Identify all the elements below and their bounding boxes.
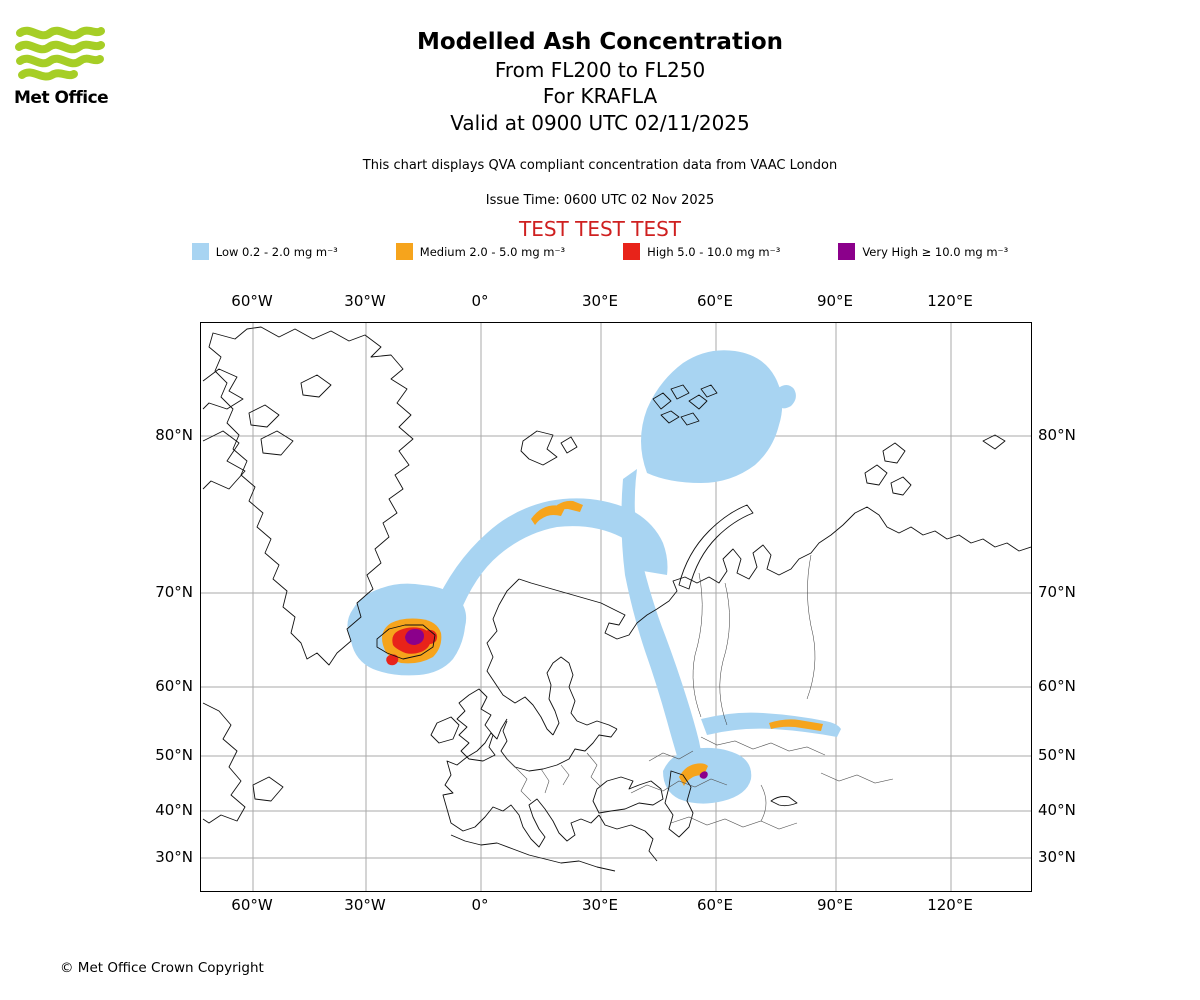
low-label: Low 0.2 - 2.0 mg m⁻³ xyxy=(215,244,338,259)
ash-very-high-iceland xyxy=(405,629,424,645)
svalbard-coast xyxy=(520,430,578,466)
x-tick-bottom: 60°W xyxy=(231,896,273,914)
country-borders xyxy=(506,736,894,830)
x-tick-top: 30°E xyxy=(581,292,619,310)
ash-high-iceland-3 xyxy=(386,654,399,666)
britain-coast xyxy=(456,688,496,762)
copyright-text: © Met Office Crown Copyright xyxy=(60,960,264,976)
met-office-logo: Met Office xyxy=(14,24,124,108)
met-office-logo-waves xyxy=(15,26,105,81)
issue-time: Issue Time: 0600 UTC 02 Nov 2025 xyxy=(485,192,715,208)
x-tick-bottom: 90°E xyxy=(816,896,854,914)
franz-josef-land xyxy=(652,384,718,426)
ireland-coast xyxy=(430,716,460,744)
very-high-label: Very High ≥ 10.0 mg m⁻³ xyxy=(862,244,1009,259)
y-tick-right: 50°N xyxy=(1038,746,1076,764)
x-tick-bottom: 0° xyxy=(471,896,489,914)
compliance-note: This chart displays QVA compliant concen… xyxy=(362,157,838,173)
ash-medium-band-streak-2 xyxy=(557,500,583,512)
x-tick-top: 60°E xyxy=(696,292,734,310)
x-tick-top: 120°E xyxy=(927,292,973,310)
coastlines xyxy=(202,326,1032,872)
y-tick-right: 70°N xyxy=(1038,583,1076,601)
ash-low-arctic-wisp xyxy=(774,385,796,409)
lake-balkhash xyxy=(770,796,798,807)
severnaya-zemlya xyxy=(864,434,1006,496)
x-tick-top: 0° xyxy=(471,292,489,310)
y-tick-left: 80°N xyxy=(155,426,193,444)
y-tick-left: 30°N xyxy=(155,848,193,866)
met-office-logo-text: Met Office xyxy=(14,88,109,108)
ash-low-northeast-band xyxy=(433,498,668,615)
ash-low-arctic-mass xyxy=(641,350,783,483)
medium-label: Medium 2.0 - 5.0 mg m⁻³ xyxy=(419,244,566,259)
y-tick-left: 50°N xyxy=(155,746,193,764)
ash-low-layer xyxy=(347,350,841,804)
rivers xyxy=(692,554,816,726)
y-tick-right: 30°N xyxy=(1038,848,1076,866)
canadian-arctic-islands xyxy=(202,368,332,490)
legend-item-low: Low 0.2 - 2.0 mg m⁻³ xyxy=(191,243,338,260)
north-africa-coast xyxy=(450,834,616,872)
russia-arctic-coast xyxy=(518,506,1032,640)
low-swatch xyxy=(191,243,209,260)
y-tick-left: 70°N xyxy=(155,583,193,601)
y-tick-left: 40°N xyxy=(155,801,193,819)
y-tick-right: 80°N xyxy=(1038,426,1076,444)
ash-low-south-band xyxy=(621,469,705,769)
ash-very-high-layer xyxy=(405,629,708,779)
baltic-bothnia-coast xyxy=(546,656,618,736)
labrador-coast xyxy=(202,702,284,824)
high-label: High 5.0 - 10.0 mg m⁻³ xyxy=(647,244,781,259)
valid-time-subtitle: Valid at 0900 UTC 02/11/2025 xyxy=(450,110,750,135)
ural-river xyxy=(692,572,703,718)
novaya-zemlya xyxy=(678,504,754,590)
map-frame xyxy=(200,322,1032,892)
x-tick-top: 90°E xyxy=(816,292,854,310)
chart-header: Modelled Ash Concentration From FL200 to… xyxy=(0,28,1200,241)
anatolia-levant-coast xyxy=(598,814,658,862)
high-swatch xyxy=(623,243,641,260)
iceland-coast xyxy=(376,624,436,660)
flight-level-subtitle: From FL200 to FL250 xyxy=(494,57,706,82)
test-banner: TEST TEST TEST xyxy=(518,216,681,241)
ash-very-high-speck xyxy=(699,771,708,779)
scandinavia-west-coast xyxy=(486,578,554,736)
x-tick-top: 60°W xyxy=(231,292,273,310)
medium-swatch xyxy=(395,243,413,260)
y-tick-right: 40°N xyxy=(1038,801,1076,819)
y-tick-right: 60°N xyxy=(1038,677,1076,695)
x-tick-bottom: 30°W xyxy=(344,896,386,914)
yenisei-river xyxy=(806,554,816,700)
ash-medium-band-streak-1 xyxy=(531,505,565,525)
x-tick-bottom: 60°E xyxy=(696,896,734,914)
x-tick-top: 30°W xyxy=(344,292,386,310)
legend-item-very-high: Very High ≥ 10.0 mg m⁻³ xyxy=(838,243,1008,260)
ob-river xyxy=(719,582,730,726)
graticule xyxy=(201,323,1031,891)
map-canvas xyxy=(201,323,1032,891)
legend-item-high: High 5.0 - 10.0 mg m⁻³ xyxy=(623,243,780,260)
y-tick-left: 60°N xyxy=(155,677,193,695)
legend-item-medium: Medium 2.0 - 5.0 mg m⁻³ xyxy=(395,243,566,260)
volcano-subtitle: For KRAFLA xyxy=(542,84,658,109)
page-title: Modelled Ash Concentration xyxy=(416,29,784,55)
black-sea-coast xyxy=(592,776,664,814)
x-tick-bottom: 30°E xyxy=(581,896,619,914)
south-baltic-coast xyxy=(500,720,618,772)
x-tick-bottom: 120°E xyxy=(927,896,973,914)
europe-atlantic-med-coast xyxy=(442,718,600,848)
ash-medium-east-branch xyxy=(769,719,823,731)
very-high-swatch xyxy=(838,243,856,260)
concentration-legend: Low 0.2 - 2.0 mg m⁻³ Medium 2.0 - 5.0 mg… xyxy=(0,243,1200,260)
greenland-coast xyxy=(208,326,414,666)
